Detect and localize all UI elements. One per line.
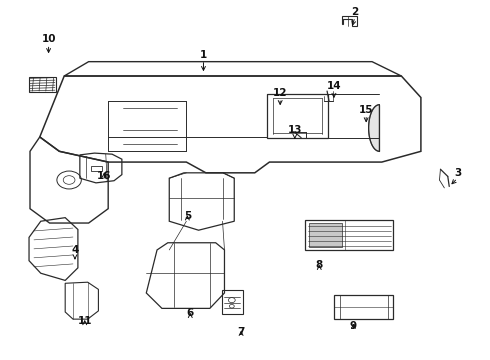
Text: 15: 15	[359, 105, 373, 115]
Text: 3: 3	[454, 168, 461, 178]
Text: 5: 5	[184, 211, 191, 221]
Text: 10: 10	[41, 35, 56, 44]
Text: 9: 9	[350, 321, 357, 331]
Bar	[29, 77, 56, 92]
Polygon shape	[368, 105, 379, 151]
Text: 8: 8	[316, 260, 323, 270]
Text: 12: 12	[273, 88, 288, 98]
Text: 4: 4	[71, 245, 79, 255]
Text: 14: 14	[327, 81, 341, 91]
Text: 11: 11	[77, 316, 92, 326]
Text: 1: 1	[200, 50, 207, 60]
Text: 7: 7	[237, 327, 245, 337]
Text: 6: 6	[187, 308, 194, 318]
Text: 2: 2	[351, 7, 359, 17]
Text: 13: 13	[288, 125, 302, 135]
Bar	[309, 223, 342, 247]
Text: 16: 16	[97, 171, 112, 181]
